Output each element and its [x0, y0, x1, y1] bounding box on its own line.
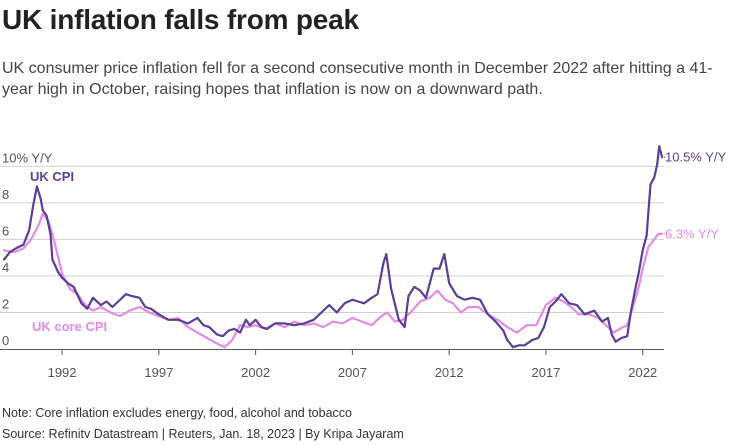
x-tick-label: 2002	[241, 365, 270, 380]
series-lines	[2, 145, 664, 349]
source-credit: Source: Refinitv Datastream | Reuters, J…	[2, 427, 404, 441]
x-tick-label: 2012	[435, 365, 464, 380]
cpi-end-label: 10.5% Y/Y	[665, 150, 727, 165]
cpi-series-line	[2, 145, 664, 349]
y-tick-label: 0	[2, 333, 9, 348]
y-tick-label: 4	[2, 260, 9, 275]
x-tick-label: 1997	[144, 365, 173, 380]
x-tick-label: 2017	[531, 365, 560, 380]
y-tick-label: 6	[2, 223, 9, 238]
x-tick-label: 2007	[338, 365, 367, 380]
core-end-label: 6.3% Y/Y	[665, 226, 719, 241]
grid-lines	[0, 165, 664, 313]
y-tick-label: 2	[2, 296, 9, 311]
footnote: Note: Core inflation excludes energy, fo…	[2, 406, 352, 420]
x-axis: 1992 1997 2002 2007 2012 2017 2022	[0, 349, 664, 380]
series-labels: UK CPI UK core CPI 10.5% Y/Y 6.3% Y/Y	[30, 150, 727, 334]
line-chart: 0 2 4 6 8 10% Y/Y 1992 1997 2002 2007 2012 2017 202…	[0, 145, 727, 380]
cpi-series-name: UK CPI	[30, 169, 74, 184]
core-cpi-series-line	[2, 212, 664, 349]
y-axis-tick-labels: 0 2 4 6 8 10% Y/Y	[2, 150, 53, 348]
chart-title: UK inflation falls from peak	[2, 4, 359, 35]
chart-subtitle: UK consumer price inflation fell for a s…	[2, 60, 713, 98]
y-tick-label: 10% Y/Y	[2, 150, 53, 165]
x-tick-label: 2022	[628, 365, 657, 380]
core-series-name: UK core CPI	[32, 319, 107, 334]
x-tick-label: 1992	[48, 365, 77, 380]
y-tick-label: 8	[2, 187, 9, 202]
